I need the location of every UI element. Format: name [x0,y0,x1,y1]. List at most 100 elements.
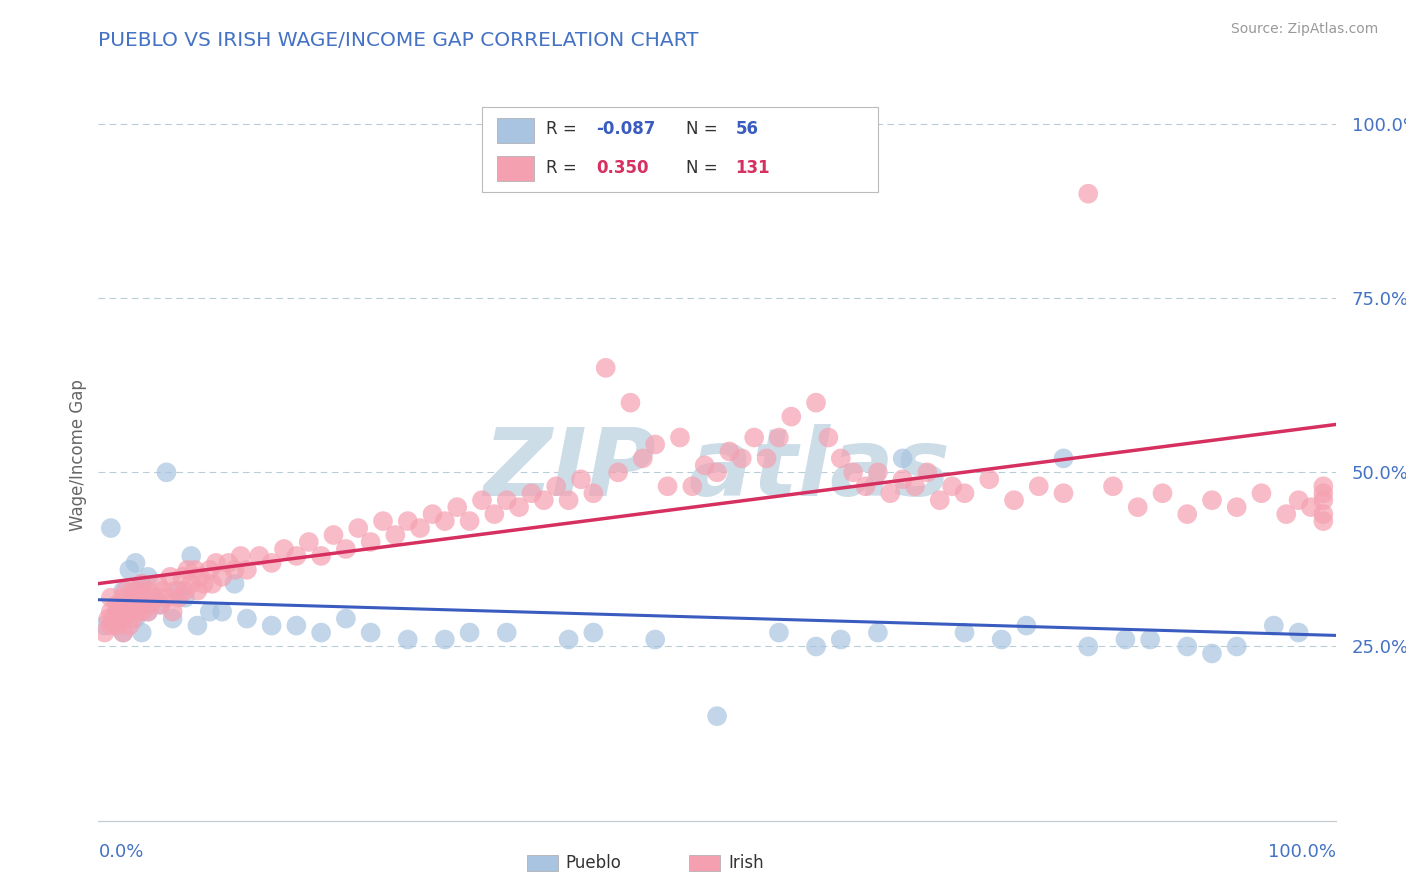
Point [1312,479,1334,493]
Point [217,556,239,570]
Point [193,576,215,591]
Point [582,625,605,640]
FancyBboxPatch shape [482,108,877,192]
Point [198,605,221,619]
Point [458,514,481,528]
Point [804,395,827,409]
Point [260,556,283,570]
Point [136,583,159,598]
Text: Pueblo: Pueblo [565,854,621,871]
Y-axis label: Wage/Income Gap: Wage/Income Gap [69,379,87,531]
Point [891,472,914,486]
Point [928,493,950,508]
Point [131,625,153,640]
Point [495,625,517,640]
Point [804,640,827,654]
Point [768,625,790,640]
Point [422,507,444,521]
Point [990,632,1012,647]
Point [124,583,146,598]
Point [1126,500,1149,515]
Point [134,591,156,605]
Point [693,458,716,473]
Point [830,451,852,466]
Point [118,598,141,612]
Point [1175,640,1198,654]
Point [247,549,270,563]
Text: 0.0%: 0.0% [98,843,143,861]
Point [780,409,803,424]
Point [112,583,135,598]
Text: -0.087: -0.087 [596,120,655,138]
Text: ZIP atlas: ZIP atlas [484,424,950,516]
Point [1201,647,1223,661]
Point [100,618,122,632]
Point [159,570,181,584]
Point [657,479,679,493]
Point [1250,486,1272,500]
Point [105,598,128,612]
Point [1077,186,1099,201]
Text: N =: N = [686,159,723,178]
Point [124,605,146,619]
Point [172,570,194,584]
Point [1052,451,1074,466]
Point [817,430,839,444]
Point [124,612,146,626]
Point [879,486,901,500]
Point [180,549,202,563]
Point [557,632,579,647]
Point [1226,640,1249,654]
Point [162,605,184,619]
Point [236,612,259,626]
Point [198,563,221,577]
Point [136,605,159,619]
Point [176,563,198,577]
Point [146,576,169,591]
Point [607,466,630,480]
Point [285,549,308,563]
Bar [496,119,534,143]
Point [136,605,159,619]
Point [718,444,741,458]
Point [1052,486,1074,500]
Point [866,625,889,640]
Point [167,591,190,605]
Point [143,591,166,605]
Point [484,507,506,521]
Point [124,591,146,605]
Text: Source: ZipAtlas.com: Source: ZipAtlas.com [1230,22,1378,37]
Text: Irish: Irish [728,854,763,871]
Point [520,486,543,500]
Point [112,625,135,640]
Point [285,618,308,632]
Point [118,598,141,612]
Point [755,451,778,466]
Point [184,563,207,577]
Point [1288,625,1310,640]
Point [979,472,1001,486]
Point [644,437,666,451]
Point [471,493,494,508]
Point [446,500,468,515]
Point [114,583,136,598]
Point [224,576,246,591]
Point [211,570,233,584]
Point [322,528,344,542]
Point [1201,493,1223,508]
Point [155,466,177,480]
Point [180,576,202,591]
Point [224,563,246,577]
Text: R =: R = [547,159,582,178]
Point [114,605,136,619]
Point [644,632,666,647]
Point [681,479,703,493]
Point [229,549,252,563]
Point [100,521,122,535]
Point [93,618,115,632]
Point [112,591,135,605]
Point [260,618,283,632]
Point [105,618,128,632]
Point [335,612,357,626]
Point [1015,618,1038,632]
